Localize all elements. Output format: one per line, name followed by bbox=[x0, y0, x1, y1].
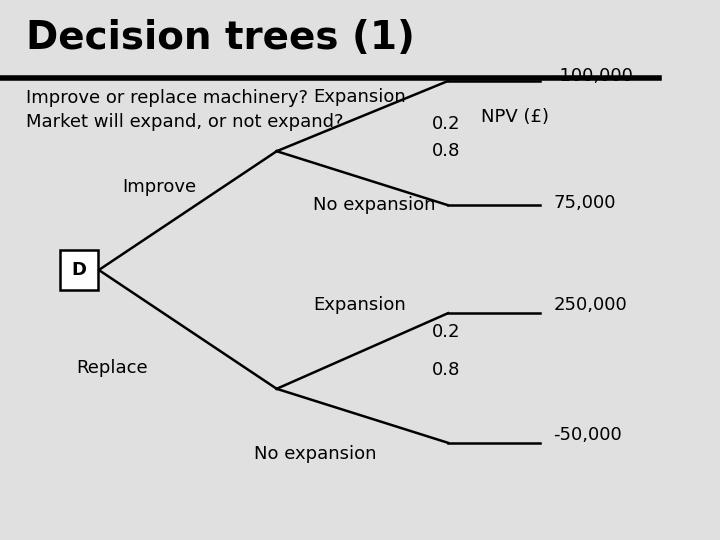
Bar bbox=[60, 249, 98, 291]
Text: Market will expand, or not expand?: Market will expand, or not expand? bbox=[27, 113, 344, 131]
Text: 250,000: 250,000 bbox=[554, 296, 627, 314]
Text: Decision trees (1): Decision trees (1) bbox=[27, 19, 415, 57]
Text: Expansion: Expansion bbox=[313, 296, 405, 314]
Text: 0.2: 0.2 bbox=[431, 323, 460, 341]
Text: -100,000: -100,000 bbox=[554, 66, 634, 85]
Text: 0.2: 0.2 bbox=[431, 115, 460, 133]
Text: D: D bbox=[71, 261, 86, 279]
Text: Expansion: Expansion bbox=[313, 88, 405, 106]
Text: NPV (£): NPV (£) bbox=[481, 108, 549, 126]
Text: Improve or replace machinery?: Improve or replace machinery? bbox=[27, 89, 308, 107]
Text: Replace: Replace bbox=[76, 359, 148, 377]
Text: 75,000: 75,000 bbox=[554, 193, 616, 212]
Text: No expansion: No expansion bbox=[253, 444, 376, 463]
Text: 0.8: 0.8 bbox=[431, 361, 460, 379]
Text: No expansion: No expansion bbox=[313, 196, 436, 214]
Text: 0.8: 0.8 bbox=[431, 142, 460, 160]
Text: -50,000: -50,000 bbox=[554, 426, 622, 444]
Text: Improve: Improve bbox=[122, 178, 196, 196]
